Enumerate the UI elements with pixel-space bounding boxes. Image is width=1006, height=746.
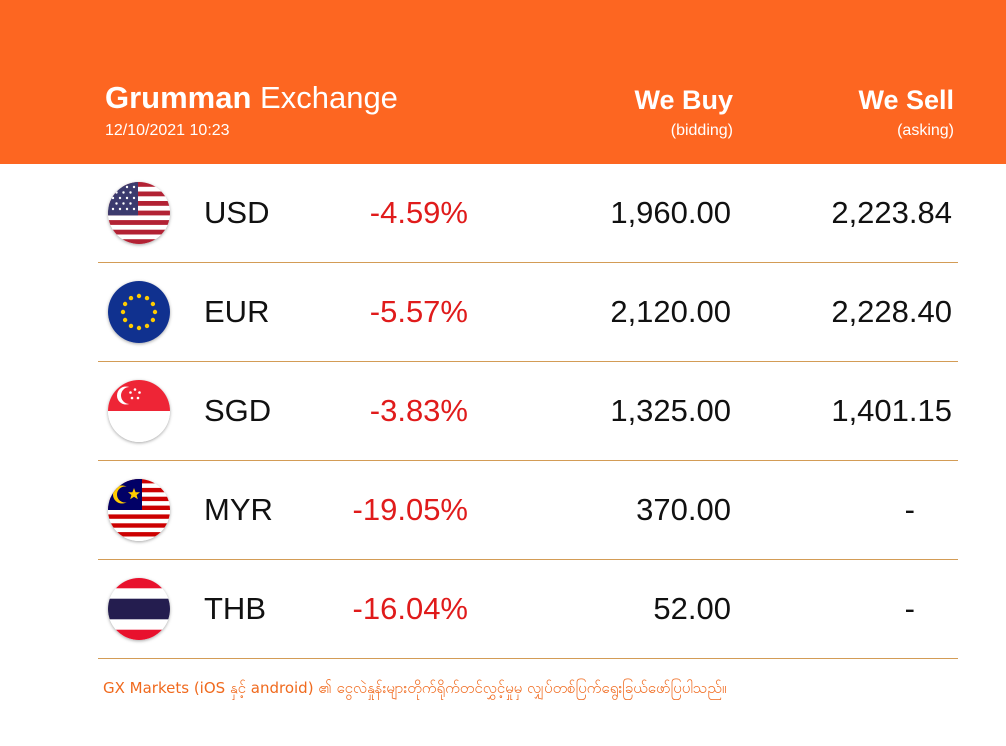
- header-bar: Grumman Exchange 12/10/2021 10:23 We Buy…: [0, 0, 1006, 164]
- rates-table: USD -4.59% 1,960.00 2,223.84 EUR -5.57% …: [98, 164, 958, 659]
- buy-subtitle: (bidding): [670, 122, 733, 139]
- sell-rate: 2,223.84: [831, 195, 952, 230]
- sell-column-header: We Sell (asking): [858, 84, 954, 140]
- change-percent: -16.04%: [352, 591, 468, 626]
- change-percent: -3.83%: [369, 393, 468, 428]
- buy-title: We Buy: [634, 85, 733, 115]
- sell-rate: 2,228.40: [831, 294, 952, 329]
- buy-column-header: We Buy (bidding): [634, 84, 733, 140]
- footer-note: GX Markets (iOS နှင့် android) ၏ ငွေလဲနှ…: [103, 679, 727, 697]
- my-flag-icon: [108, 479, 170, 541]
- us-flag-icon: [108, 182, 170, 244]
- buy-rate: 2,120.00: [610, 294, 731, 329]
- buy-rate: 370.00: [636, 492, 731, 527]
- th-flag-icon: [108, 578, 170, 640]
- sell-title: We Sell: [858, 85, 954, 115]
- brand-name: Grumman: [105, 80, 252, 115]
- buy-rate: 52.00: [653, 591, 731, 626]
- currency-code: USD: [204, 195, 270, 230]
- sell-rate: -: [904, 492, 915, 527]
- brand-suffix: Exchange: [260, 80, 398, 115]
- table-row: SGD -3.83% 1,325.00 1,401.15: [98, 362, 958, 461]
- sell-rate: -: [904, 591, 915, 626]
- table-row: THB -16.04% 52.00 -: [98, 560, 958, 659]
- table-row: USD -4.59% 1,960.00 2,223.84: [98, 164, 958, 263]
- currency-code: THB: [204, 591, 266, 626]
- eu-flag-icon: [108, 281, 170, 343]
- buy-rate: 1,325.00: [610, 393, 731, 428]
- table-row: EUR -5.57% 2,120.00 2,228.40: [98, 263, 958, 362]
- change-percent: -5.57%: [369, 294, 468, 329]
- sell-subtitle: (asking): [897, 122, 954, 139]
- currency-code: EUR: [204, 294, 270, 329]
- sg-flag-icon: [108, 380, 170, 442]
- change-percent: -19.05%: [352, 492, 468, 527]
- brand-title: Grumman Exchange: [105, 80, 398, 116]
- timestamp: 12/10/2021 10:23: [105, 122, 230, 139]
- currency-code: MYR: [204, 492, 273, 527]
- currency-code: SGD: [204, 393, 272, 428]
- change-percent: -4.59%: [369, 195, 468, 230]
- sell-rate: 1,401.15: [831, 393, 952, 428]
- buy-rate: 1,960.00: [610, 195, 731, 230]
- table-row: MYR -19.05% 370.00 -: [98, 461, 958, 560]
